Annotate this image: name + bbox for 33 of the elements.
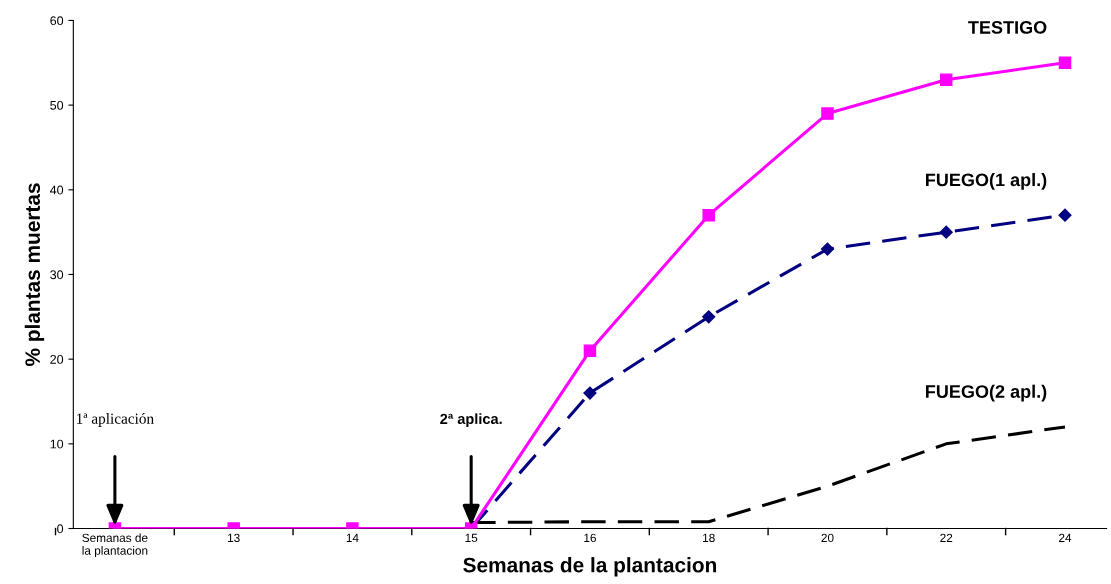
point [1058, 56, 1072, 70]
point [939, 225, 953, 239]
x-axis-title: Semanas de la plantacion [463, 557, 717, 577]
y-tick-label: 50 [50, 100, 64, 110]
x-tick-label: 18 [703, 533, 715, 543]
point [583, 386, 597, 400]
y-axis-title: % plantas muertas [24, 183, 45, 366]
y-tick-label: 10 [50, 439, 64, 449]
x-tick-label: 20 [821, 533, 834, 543]
x-tick-label: Semanas de la plantacion [82, 533, 148, 558]
x-tick-label: 13 [227, 533, 240, 543]
y-tick-label: 60 [50, 16, 64, 26]
series-label: FUEGO(2 apl.) [926, 384, 1047, 402]
point [820, 242, 835, 256]
y-tick-label: 30 [50, 270, 64, 280]
point [821, 107, 834, 120]
point [939, 73, 953, 86]
point [583, 344, 597, 357]
point [702, 310, 716, 324]
annotation: 2ª aplica. [440, 413, 502, 427]
x-tick-label: 14 [346, 533, 359, 542]
x-tick-label: 22 [940, 533, 953, 542]
y-tick-label: 40 [49, 185, 64, 195]
series-label: TESTIGO [968, 21, 1047, 34]
point [702, 208, 715, 222]
y-tick-label: 20 [50, 354, 64, 364]
x-tick-label: 16 [584, 533, 596, 543]
x-tick-label: 24 [1059, 533, 1072, 542]
series-label: FUEGO(1 apl.) [926, 172, 1047, 190]
y-tick-label: 0 [57, 524, 64, 534]
point [1058, 208, 1072, 222]
x-tick-label: 15 [465, 533, 478, 543]
annotation: 1ª aplicación [77, 413, 154, 427]
